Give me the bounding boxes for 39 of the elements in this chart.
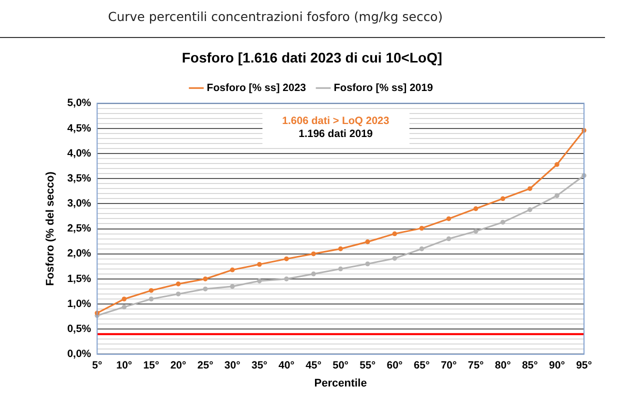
x-tick-label: 20°	[170, 359, 186, 372]
y-tick-label: 2,5%	[67, 222, 92, 235]
x-tick-label: 60°	[386, 359, 403, 372]
x-tick-label: 50°	[332, 359, 349, 372]
x-tick-label: 55°	[360, 359, 376, 372]
y-tick-label: 0,0%	[67, 348, 92, 360]
x-tick-label: 30°	[224, 359, 240, 372]
x-tick-label: 75°	[468, 359, 484, 372]
y-axis-title: Fosforo (% del secco)	[44, 171, 57, 286]
y-tick-label: 3,0%	[67, 198, 92, 210]
x-tick-label: 70°	[440, 359, 457, 372]
legend-label: Fosforo [% ss] 2019	[334, 82, 434, 94]
x-tick-label: 65°	[414, 359, 430, 372]
annotation: 1.606 dati > LoQ 2023	[282, 115, 390, 128]
y-tick-label: 5,0%	[67, 97, 92, 110]
x-tick-label: 40°	[278, 359, 294, 372]
y-tick-label: 4,0%	[67, 147, 92, 160]
y-tick-label: 4,5%	[67, 122, 92, 134]
x-tick-label: 35°	[251, 359, 268, 372]
legend-label: Fosforo [% ss] 2023	[206, 82, 306, 94]
x-tick-label: 90°	[549, 359, 565, 372]
chart-subtitle: Fosforo [1.616 dati 2023 di cui 10<LoQ]	[182, 49, 442, 66]
y-tick-label: 3,5%	[67, 172, 92, 184]
x-tick-label: 10°	[116, 359, 132, 372]
x-tick-label: 80°	[494, 359, 511, 372]
note-box: 1.606 dati > LoQ 2023 1.196 dati 2019	[262, 112, 410, 144]
x-tick-label: 85°	[522, 359, 538, 372]
chart-title: Curve percentili concentrazioni fosforo (mg/kg secco)	[108, 9, 443, 24]
x-axis-title: Percentile	[314, 377, 367, 390]
annotation: 1.196 dati 2019	[298, 128, 374, 142]
x-tick-label: 45°	[306, 359, 322, 372]
x-tick-label: 5°	[92, 359, 102, 372]
x-tick-label: 15°	[143, 359, 160, 372]
y-tick-label: 2,0%	[67, 248, 92, 260]
x-tick-label: 95°	[576, 359, 592, 372]
y-tick-label: 0,5%	[67, 323, 92, 335]
y-tick-label: 1,5%	[67, 272, 92, 285]
y-tick-label: 1,0%	[67, 298, 92, 310]
x-tick-label: 25°	[197, 359, 214, 372]
